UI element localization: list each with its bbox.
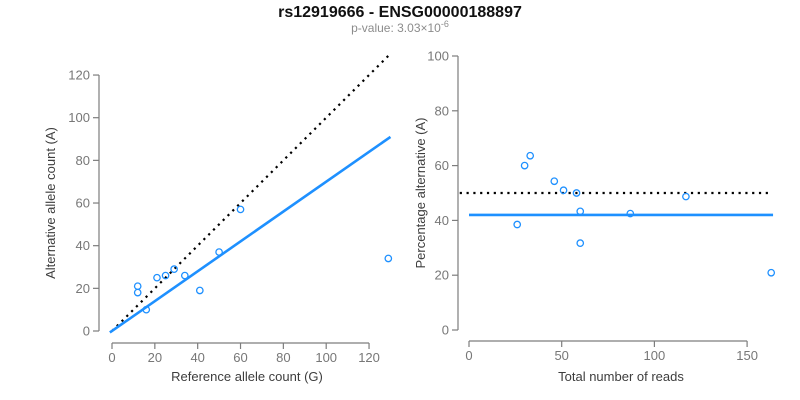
figure-subtitle: p-value: 3.03×10-6: [351, 19, 449, 35]
y-axis-tick-label: 100: [427, 49, 449, 64]
left-panel-allele-counts: 0 20 40 60 80 100 120 0 20 40 60 80 100 120 Reference…: [43, 55, 393, 384]
data-point: [513, 220, 522, 229]
data-point: [576, 239, 585, 247]
left-yaxis-label: Alternative allele count (A): [43, 127, 58, 279]
x-axis-tick-label: 0: [108, 350, 115, 365]
figure-title: rs12919666 - ENSG00000188897: [278, 4, 522, 21]
right-panel-percentage-reads: 0 50 100 150 0 20 40 60 80 100 Total number of re…: [413, 49, 776, 384]
y-axis-tick-label: 20: [76, 281, 90, 296]
x-axis-tick-label: 40: [190, 350, 204, 365]
data-point: [170, 265, 178, 273]
data-point: [572, 189, 581, 197]
x-axis-tick-label: 20: [148, 350, 162, 365]
data-point: [142, 305, 151, 314]
data-point: [526, 151, 535, 160]
y-axis-tick-label: 80: [435, 103, 449, 118]
pvalue-text: p-value: 3.03×10: [351, 21, 441, 35]
y-axis-tick-label: 60: [76, 196, 90, 211]
x-axis-tick-label: 60: [233, 350, 247, 365]
right-panel-plot-area: 0 50 100 150 0 20 40 60 80 100: [427, 49, 776, 363]
x-axis-tick-label: 50: [554, 348, 568, 363]
identity-line: [111, 55, 390, 332]
y-axis-tick-label: 20: [435, 268, 449, 283]
x-axis-tick-label: 0: [465, 348, 472, 363]
x-axis-tick-label: 100: [644, 348, 666, 363]
data-point: [767, 268, 776, 277]
y-axis-tick-label: 40: [76, 238, 90, 253]
left-xaxis-label: Reference allele count (G): [171, 369, 323, 384]
data-point: [384, 254, 393, 263]
left-panel-plot-area: 0 20 40 60 80 100 120 0 20 40 60 80 100 120: [68, 55, 393, 365]
data-point: [626, 209, 635, 218]
x-axis-tick-label: 100: [315, 350, 337, 365]
data-point: [236, 205, 245, 214]
data-point: [180, 271, 189, 280]
data-point: [550, 177, 559, 186]
data-point: [133, 282, 142, 291]
y-axis-tick-label: 0: [442, 323, 449, 338]
y-axis-tick-label: 40: [435, 213, 449, 228]
y-axis-tick-label: 100: [68, 110, 90, 125]
x-axis-tick-label: 150: [736, 348, 758, 363]
data-point: [682, 192, 690, 201]
data-point: [215, 248, 223, 256]
data-point: [559, 186, 568, 195]
right-xaxis-label: Total number of reads: [558, 369, 684, 384]
data-point: [161, 271, 170, 280]
data-point: [576, 207, 585, 216]
y-axis-tick-label: 120: [68, 68, 90, 83]
data-point: [195, 286, 204, 295]
fitted-line: [109, 135, 392, 334]
data-point: [153, 273, 161, 282]
right-yaxis-label: Percentage alternative (A): [413, 117, 428, 268]
x-axis-tick-label: 120: [358, 350, 380, 365]
pvalue-exponent: -6: [441, 19, 449, 29]
x-axis-tick-label: 80: [276, 350, 290, 365]
y-axis-tick-label: 80: [76, 153, 90, 168]
data-point: [520, 161, 529, 170]
y-axis-tick-label: 0: [83, 324, 90, 339]
data-point: [133, 288, 142, 297]
y-axis-tick-label: 60: [435, 158, 449, 173]
